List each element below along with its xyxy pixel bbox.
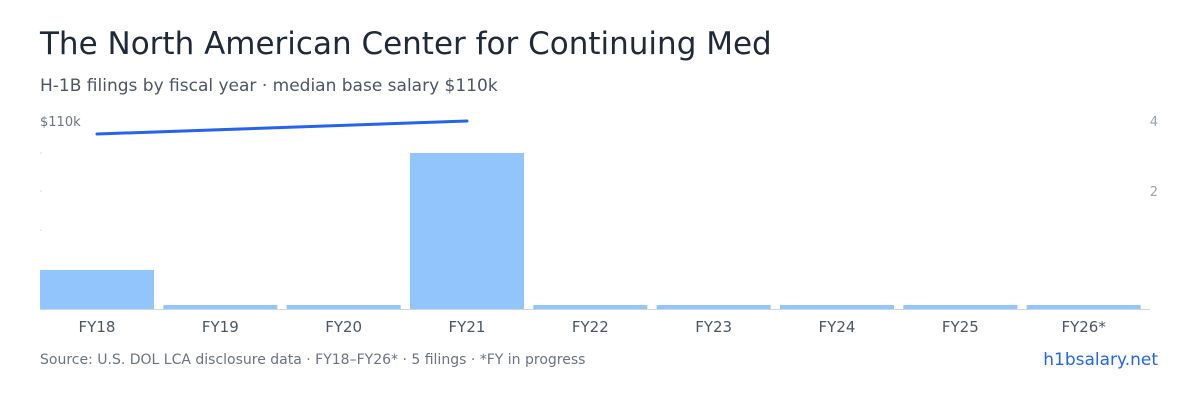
salary-line-group: [95, 119, 469, 136]
bars-group: [40, 153, 1141, 309]
category-label: FY24: [819, 318, 856, 336]
bar-chart: $110k 42 FY18 FY19 FY20 FY21 FY22 FY23 FY24 FY2…: [40, 115, 1158, 336]
left-axis-dot: [40, 229, 42, 231]
footer-brand-link[interactable]: h1bsalary.net: [1043, 350, 1158, 370]
category-label: FY18: [79, 318, 116, 336]
category-label: FY22: [572, 318, 609, 336]
left-axis-dots: [40, 152, 42, 231]
bar-fy20: [286, 305, 401, 309]
chart-subtitle: H-1B filings by fiscal year · median bas…: [40, 76, 498, 96]
bar-fy23: [656, 305, 771, 309]
category-label: FY25: [942, 318, 979, 336]
footer-source: Source: U.S. DOL LCA disclosure data · F…: [40, 352, 586, 368]
category-label: FY26*: [1061, 318, 1106, 336]
right-axis-ticks: 42: [1150, 115, 1158, 200]
salary-line: [95, 119, 469, 136]
category-label: FY20: [325, 318, 362, 336]
left-axis-dot: [40, 190, 42, 192]
category-label: FY19: [202, 318, 239, 336]
category-label: FY23: [695, 318, 732, 336]
bar-fy25: [903, 305, 1018, 309]
bar-fy24: [780, 305, 894, 309]
bar-fy18: [40, 270, 154, 309]
bar-fy26-partial: [1026, 305, 1141, 309]
bar-fy21: [410, 153, 524, 309]
right-tick-label: 2: [1150, 185, 1158, 200]
left-axis-label: $110k: [40, 115, 81, 130]
chart-title: The North American Center for Continuing…: [40, 26, 772, 62]
bar-fy19: [163, 305, 278, 309]
bar-fy22: [533, 305, 648, 309]
right-tick-label: 4: [1150, 115, 1158, 130]
category-label: FY21: [449, 318, 486, 336]
left-axis-dot: [40, 152, 42, 154]
category-labels: FY18 FY19 FY20 FY21 FY22 FY23 FY24 FY25 FY26*: [79, 318, 1107, 336]
